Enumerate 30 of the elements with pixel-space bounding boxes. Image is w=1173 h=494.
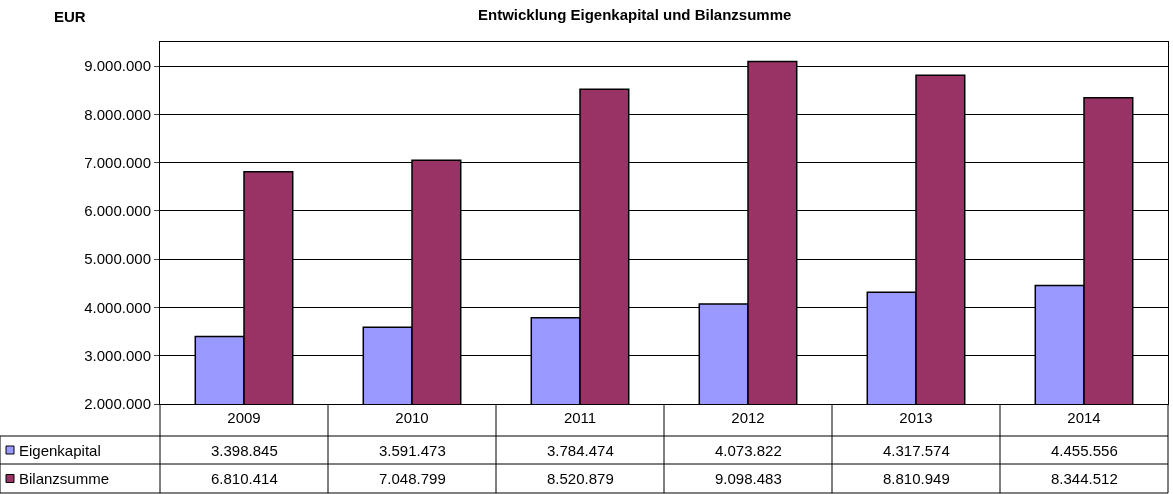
y-tick-label: 6.000.000 [84,202,151,220]
x-tick-label: 2010 [395,409,429,426]
y-tick-label: 2.000.000 [84,395,151,413]
y-tick-label: 5.000.000 [84,250,151,268]
data-label: 7.048.799 [379,470,446,487]
data-label: 4.073.822 [715,442,782,459]
data-label: 3.591.473 [379,442,446,459]
data-label: 4.455.556 [1051,442,1118,459]
x-tick-label: 2012 [731,409,765,426]
legend-label: Bilanzsumme [19,470,110,487]
x-tick-label: 2009 [227,409,261,426]
data-label: 9.098.483 [715,470,782,487]
x-tick-label: 2014 [1067,409,1101,426]
data-label: 8.810.949 [883,470,950,487]
chart-title: Entwicklung Eigenkapital und Bilanzsumme [478,6,792,23]
y-tick-label: 7.000.000 [84,153,151,171]
data-label: 3.398.845 [211,442,278,459]
y-axis-title: EUR [54,8,86,25]
data-label: 6.810.414 [211,470,278,487]
data-label: 3.784.474 [547,442,614,459]
data-label: 8.520.879 [547,470,614,487]
y-tick-label: 8.000.000 [84,105,151,123]
y-tick-label: 4.000.000 [84,298,151,316]
y-tick-label: 3.000.000 [84,346,151,364]
legend-label: Eigenkapital [19,442,101,459]
data-label: 4.317.574 [883,442,950,459]
y-tick-label: 9.000.000 [84,57,151,75]
x-tick-label: 2011 [563,409,597,426]
x-tick-label: 2013 [899,409,933,426]
data-label: 8.344.512 [1051,470,1118,487]
